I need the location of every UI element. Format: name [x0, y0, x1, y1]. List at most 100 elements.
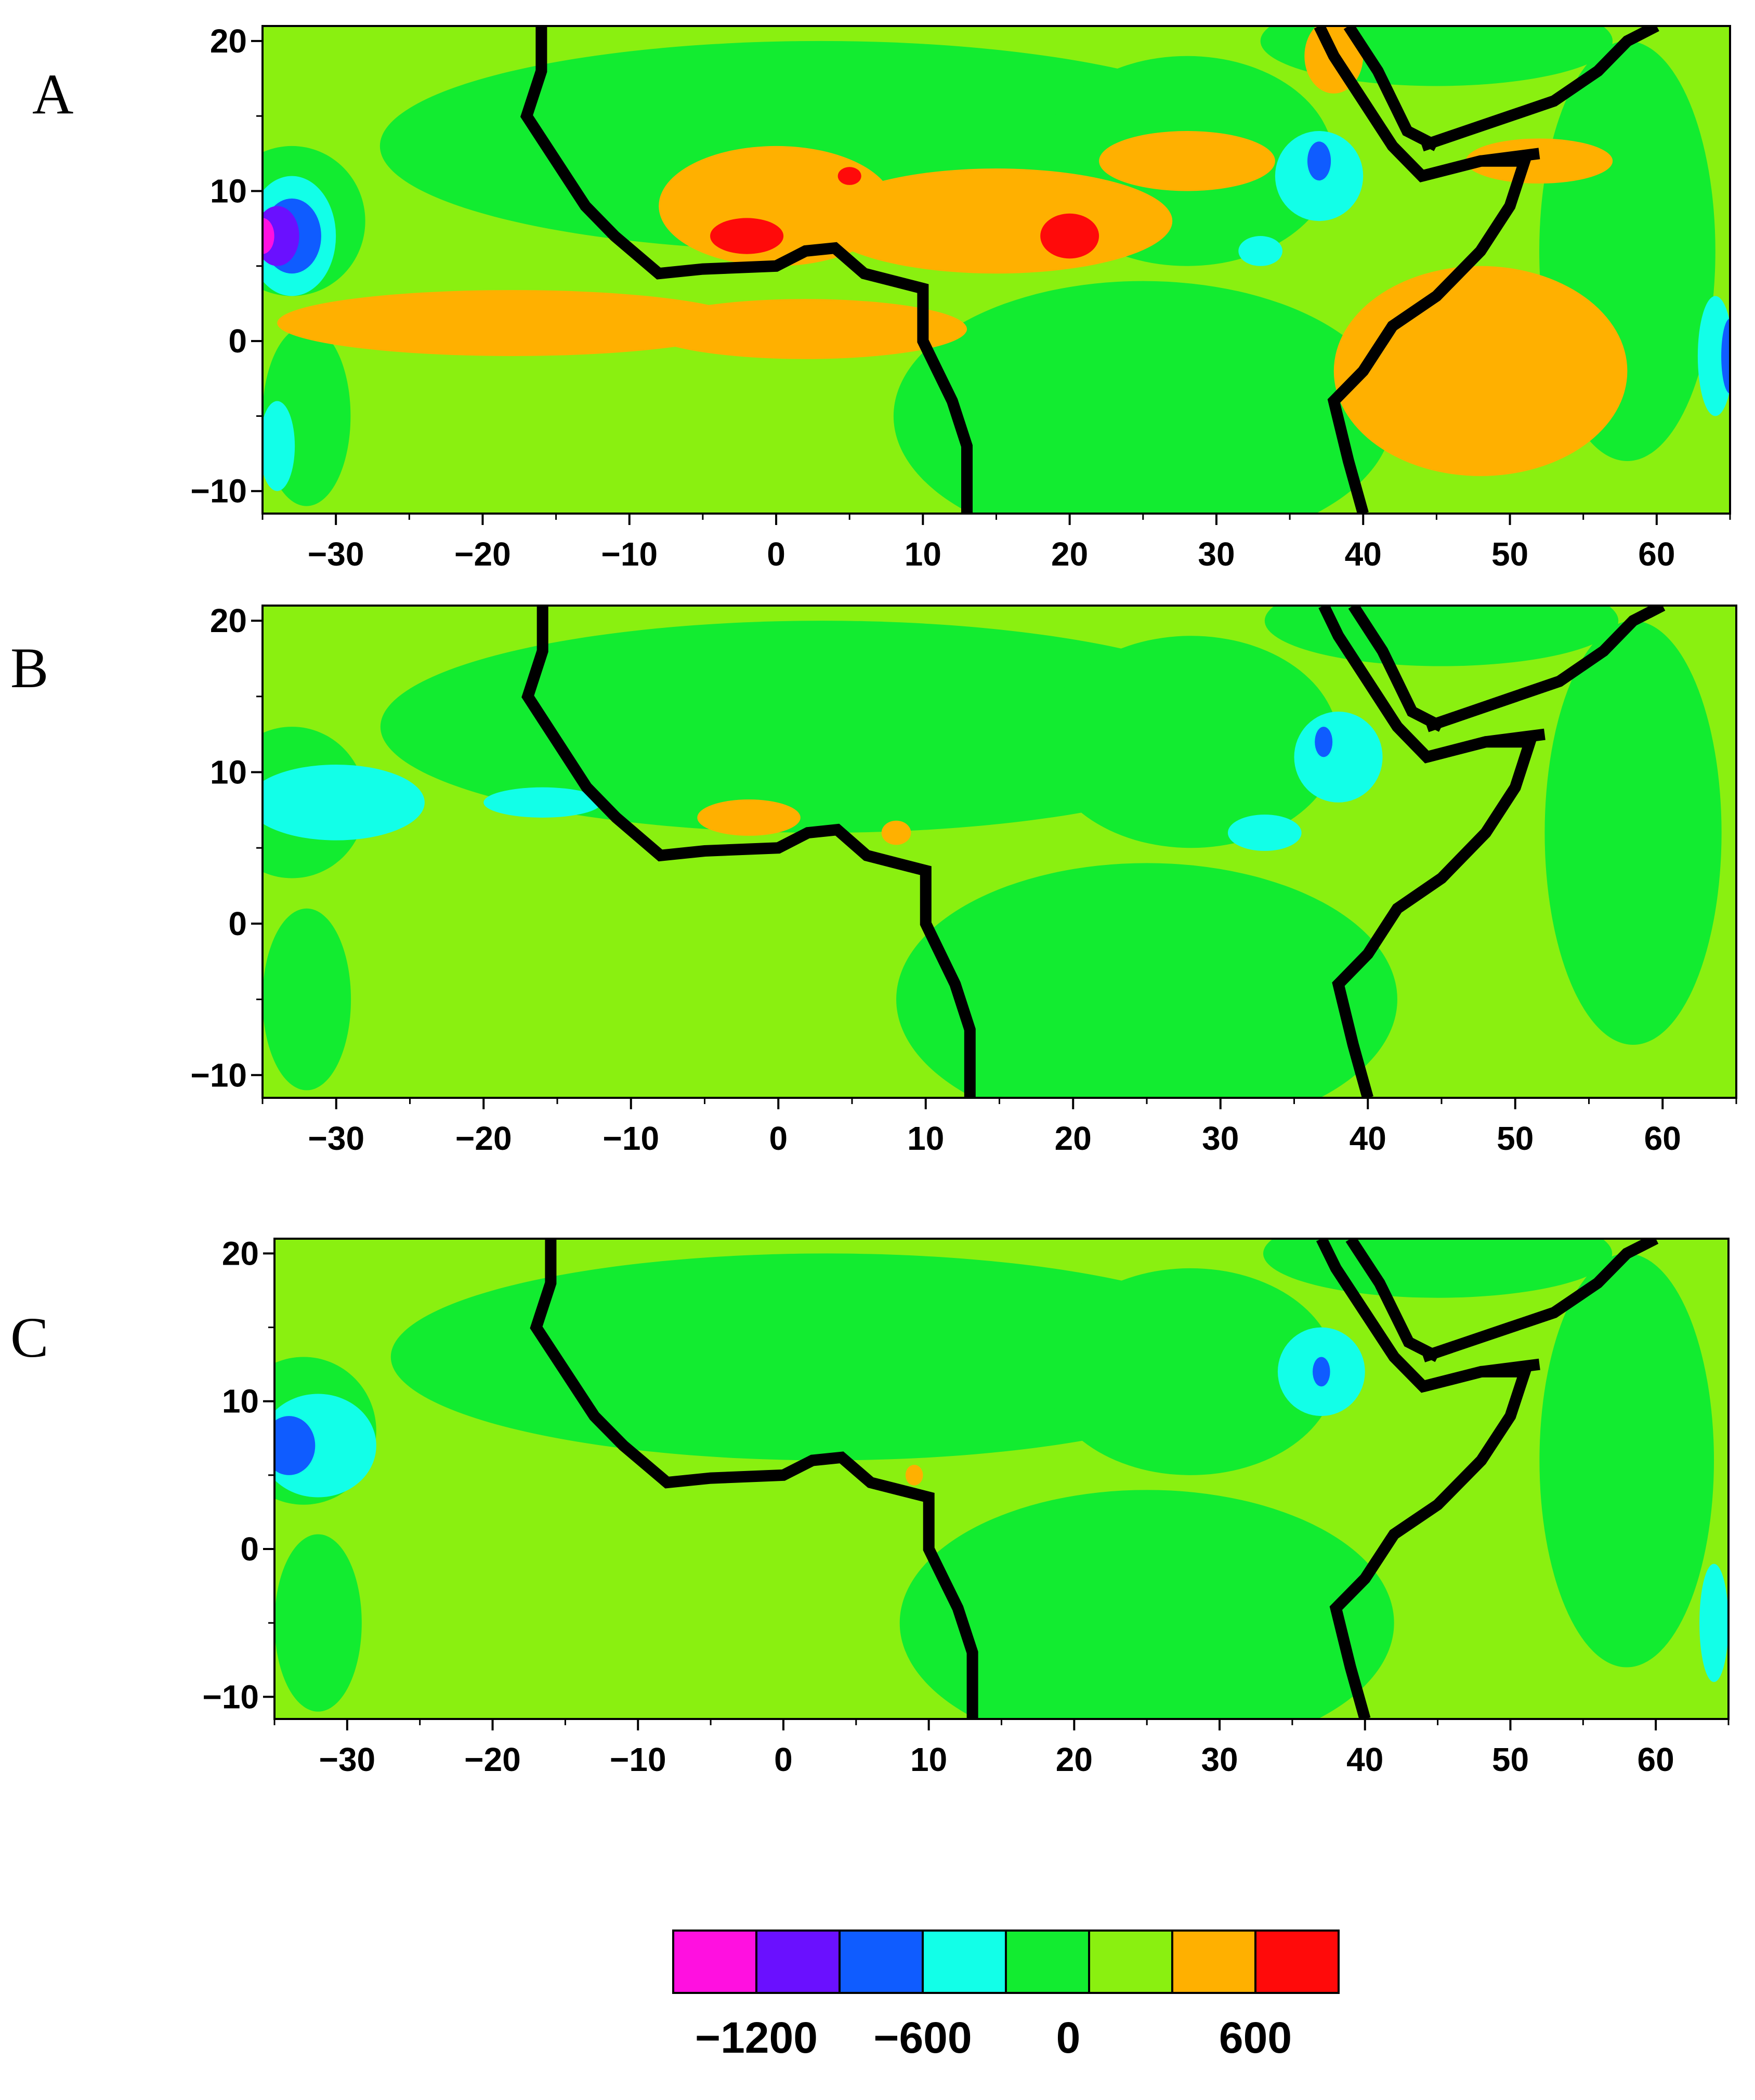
- map-panel-c: −30 −20 −10 0 10 20 30 40 50 60 20 10 0 −10: [202, 1235, 1730, 1778]
- coastline: [521, 606, 976, 1098]
- anomaly-region: [263, 908, 351, 1091]
- panel-label-a: A: [32, 62, 74, 126]
- anomaly-region: [263, 401, 295, 491]
- coastline: [1421, 1239, 1659, 1362]
- anomaly-region: [644, 299, 967, 359]
- coastline: [1318, 606, 1538, 1098]
- y-tick-label: −10: [190, 1056, 247, 1094]
- coastline: [520, 26, 973, 514]
- anomaly-region: [1238, 236, 1282, 266]
- x-tick-label: 40: [1346, 1741, 1383, 1778]
- x-tick-label: 30: [1198, 535, 1235, 573]
- anomaly-region: [390, 1253, 1263, 1461]
- colorbar-label: 600: [1219, 2013, 1292, 2062]
- anomaly-region: [881, 820, 911, 845]
- coastline: [1425, 728, 1546, 763]
- panel-label-b: B: [10, 636, 49, 700]
- x-tick-label: 20: [1055, 1120, 1092, 1157]
- anomaly-region: [710, 218, 784, 254]
- colorbar-swatch: [1005, 1930, 1090, 1994]
- y-tick-label: 0: [228, 322, 247, 360]
- anomaly-region: [820, 168, 1173, 274]
- x-tick-label: 40: [1345, 535, 1382, 573]
- anomaly-region: [1699, 1564, 1728, 1682]
- x-tick-label: −30: [308, 535, 364, 573]
- y-tick-label: −10: [202, 1678, 259, 1715]
- coastline: [530, 1239, 978, 1719]
- anomaly-region: [1333, 266, 1628, 476]
- x-tick-label: 10: [907, 1120, 944, 1157]
- y-tick-label: 20: [210, 602, 247, 639]
- x-tick-label: −10: [601, 535, 658, 573]
- coastline: [1343, 26, 1439, 151]
- colorbar: −1200 −600 0 600: [672, 1930, 1340, 2062]
- anomaly-region: [483, 787, 602, 818]
- anomaly-region: [1294, 711, 1383, 803]
- x-tick-label: −20: [464, 1741, 521, 1778]
- coastline: [1348, 606, 1445, 732]
- anomaly-field: [263, 26, 1730, 514]
- colorbar-swatch: [1088, 1930, 1173, 1994]
- anomaly-region: [1721, 318, 1730, 394]
- x-tick-label: 10: [910, 1741, 947, 1778]
- x-tick-label: −30: [308, 1120, 364, 1157]
- colorbar-label: −600: [873, 2013, 972, 2062]
- x-tick-label: −30: [319, 1741, 376, 1778]
- y-tick-label: 20: [210, 22, 247, 60]
- coastline: [1345, 1239, 1440, 1362]
- anomaly-region: [1315, 727, 1333, 757]
- anomaly-region: [1043, 636, 1339, 848]
- y-tick-label: −10: [190, 472, 247, 510]
- y-tick-label: 10: [210, 754, 247, 791]
- x-tick-label: 20: [1056, 1741, 1093, 1778]
- x-tick-label: −10: [603, 1120, 659, 1157]
- anomaly-region: [1045, 1268, 1336, 1475]
- x-tick-label: 30: [1202, 1120, 1239, 1157]
- anomaly-field: [263, 606, 1736, 1098]
- anomaly-region: [1307, 141, 1331, 181]
- map-panel-a: −30 −20 −10 0 10 20 30 40 50 60 20 10 0 −10: [190, 22, 1731, 573]
- colorbar-swatch: [1254, 1930, 1340, 1994]
- map-panel-b: −30 −20 −10 0 10 20 30 40 50 60 20 10 0 −10: [190, 602, 1737, 1157]
- panel-label-c: C: [10, 1306, 49, 1369]
- coastline: [1420, 148, 1540, 182]
- anomaly-region: [1264, 606, 1619, 666]
- anomaly-region: [263, 206, 299, 266]
- anomaly-region: [274, 1416, 316, 1475]
- anomaly-region: [1544, 621, 1722, 1045]
- x-tick-label: 50: [1491, 535, 1528, 573]
- anomaly-region: [905, 1464, 923, 1486]
- anomaly-region: [1539, 1253, 1714, 1668]
- anomaly-region: [1227, 815, 1302, 851]
- colorbar-swatch: [839, 1930, 924, 1994]
- x-tick-label: −20: [455, 1120, 512, 1157]
- x-tick-label: 50: [1497, 1120, 1534, 1157]
- x-tick-label: 0: [767, 535, 785, 573]
- colorbar-label: −1200: [695, 2013, 818, 2062]
- x-tick-label: 0: [769, 1120, 788, 1157]
- coastline: [1316, 1239, 1533, 1719]
- anomaly-region: [1263, 1239, 1613, 1298]
- colorbar-label: 0: [1056, 2013, 1081, 2062]
- colorbar-swatch: [672, 1930, 757, 1994]
- anomaly-field: [274, 1239, 1728, 1719]
- coastline: [1314, 26, 1533, 514]
- x-tick-label: 30: [1201, 1741, 1238, 1778]
- x-tick-label: 40: [1350, 1120, 1386, 1157]
- coastline: [1421, 1358, 1540, 1392]
- x-tick-label: 20: [1051, 535, 1088, 573]
- anomaly-region: [697, 799, 801, 836]
- anomaly-region: [837, 167, 861, 185]
- anomaly-region: [263, 764, 425, 841]
- x-tick-label: 60: [1644, 1120, 1681, 1157]
- x-tick-label: 60: [1638, 1741, 1674, 1778]
- anomaly-region: [277, 290, 747, 356]
- anomaly-region: [380, 621, 1265, 833]
- colorbar-swatch: [755, 1930, 841, 1994]
- x-tick-label: 60: [1638, 535, 1675, 573]
- anomaly-region: [1040, 213, 1099, 259]
- x-tick-label: 0: [774, 1741, 793, 1778]
- anomaly-region: [1465, 138, 1613, 184]
- coastline: [1425, 606, 1666, 732]
